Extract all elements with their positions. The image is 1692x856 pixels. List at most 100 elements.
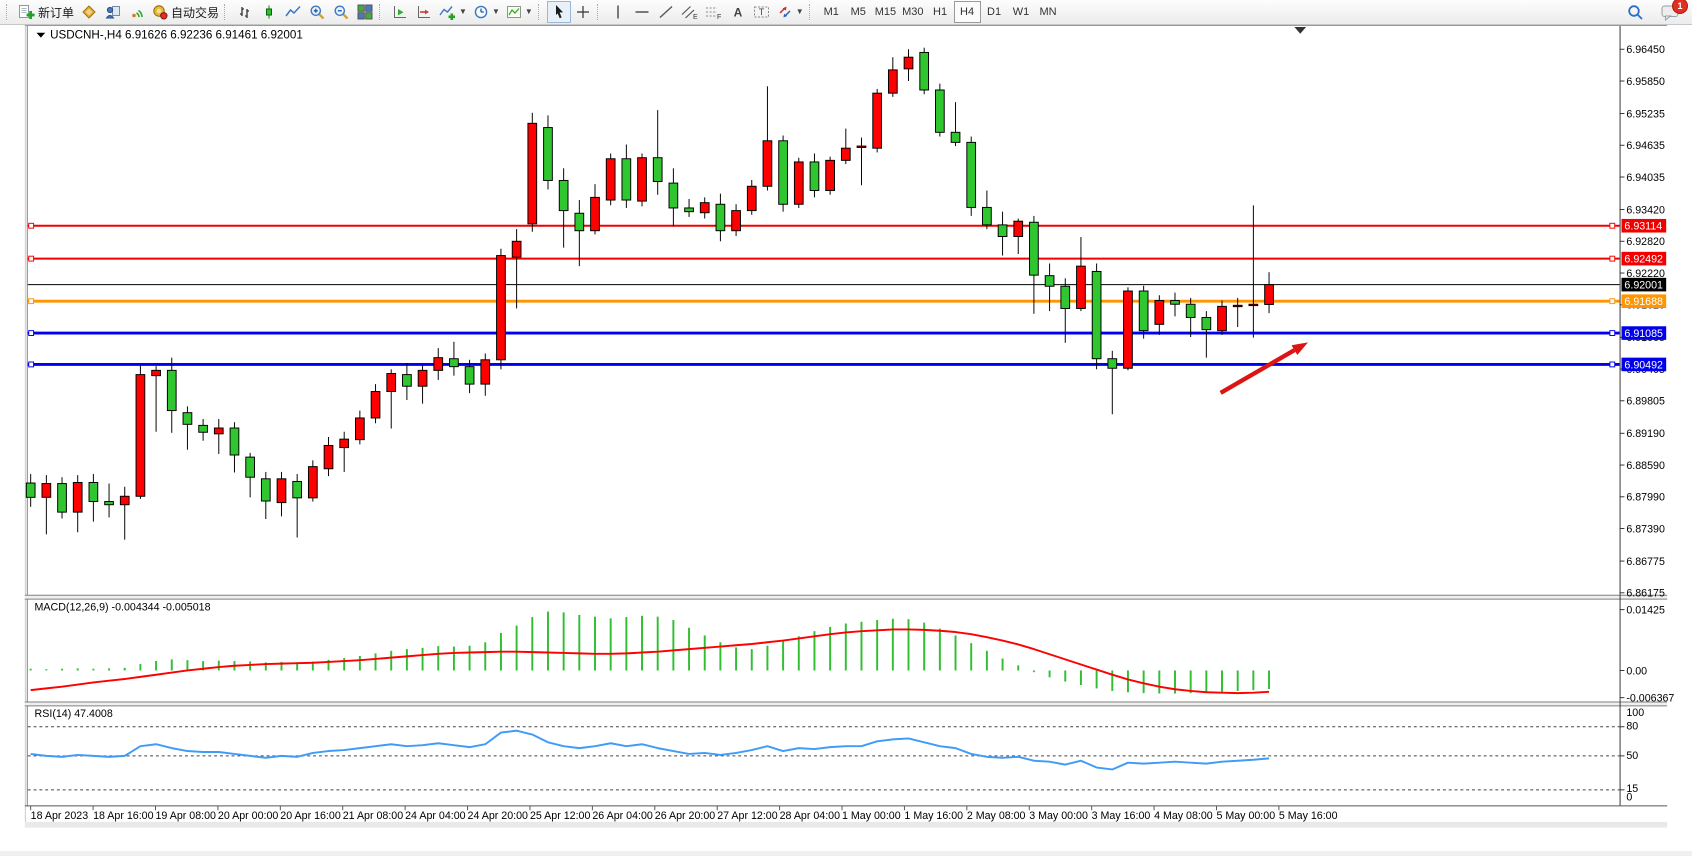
candle-body (527, 122, 538, 225)
candle-body (950, 131, 961, 143)
macd-scale-label: 0.01425 (1626, 604, 1665, 616)
trendline-tool-button[interactable] (654, 1, 678, 23)
signal-button[interactable] (125, 1, 149, 23)
macd-scale-label: 0.00 (1626, 665, 1647, 677)
chart-shift-button[interactable] (412, 1, 436, 23)
timeframe-m1-button[interactable]: M1 (818, 1, 845, 23)
candle-body (355, 417, 365, 441)
candle-body (72, 482, 83, 513)
bar-chart-button[interactable] (233, 1, 257, 23)
chart-title: USDCNH-,H4 6.91626 6.92236 6.91461 6.920… (36, 29, 303, 42)
candle-body (166, 369, 177, 412)
fibonacci-tool-button[interactable]: F (702, 1, 726, 23)
tile-windows-button[interactable] (353, 1, 377, 23)
timeframe-w1-button[interactable]: W1 (1008, 1, 1035, 23)
time-axis-label: 2 May 08:00 (967, 810, 1026, 822)
time-axis-label: 5 May 16:00 (1279, 810, 1338, 822)
arrow-shaft (1219, 348, 1296, 395)
crosshair-tool-button[interactable] (571, 1, 595, 23)
tile-windows-icon (357, 4, 373, 20)
cursor-tool-button[interactable] (546, 1, 571, 23)
shapes-tool-button[interactable]: ▼ (774, 1, 807, 23)
candle-body (1232, 304, 1243, 308)
time-axis-label: 18 Apr 16:00 (93, 810, 154, 822)
candle-body (715, 203, 726, 232)
gold-chart-button[interactable] (77, 1, 101, 23)
periods-button[interactable]: ▼ (470, 1, 503, 23)
candle-body (543, 127, 553, 181)
chat-button[interactable]: 1 (1661, 0, 1688, 21)
candle-body (872, 92, 883, 149)
chat-badge: 1 (1672, 0, 1688, 14)
candle-body (887, 69, 898, 94)
svg-text:T: T (759, 7, 765, 17)
equidistant-channel-icon: E (681, 6, 698, 20)
macd-pane: MACD(12,26,9) -0.004344 -0.005018 0.01425… (29, 601, 1674, 705)
zoom-in-button[interactable] (305, 1, 329, 23)
candle-body (402, 374, 412, 387)
time-axis-label: 28 Apr 04:00 (780, 810, 841, 822)
expert-advisor-button[interactable] (101, 1, 125, 23)
macd-signal-line (30, 628, 1270, 695)
chevron-down-icon: ▼ (491, 7, 500, 16)
chevron-down-icon: ▼ (459, 7, 467, 16)
vertical-line-tool-button[interactable] (606, 1, 630, 23)
auto-trading-button[interactable]: 自动交易 (149, 1, 222, 23)
timeframe-mn-button[interactable]: MN (1035, 1, 1062, 23)
candle-body (1138, 290, 1149, 332)
text-icon: A (733, 6, 742, 20)
rsi-scale-label: 100 (1626, 707, 1644, 719)
price-axis-tick-label: 6.86775 (1626, 556, 1665, 568)
candle-body (699, 202, 710, 214)
line-handle (1609, 330, 1616, 336)
line-chart-button[interactable] (281, 1, 305, 23)
timeframe-m5-button[interactable]: M5 (845, 1, 872, 23)
zoom-out-button[interactable] (329, 1, 353, 23)
candlestick-chart-button[interactable] (257, 1, 281, 23)
gold-icon (82, 5, 96, 19)
label-tool-button[interactable]: T (750, 1, 774, 23)
timeframe-m30-button[interactable]: M30 (899, 1, 926, 23)
timeframe-h1-button[interactable]: H1 (927, 1, 954, 23)
equidistant-channel-tool-button[interactable]: E (678, 1, 702, 23)
text-tool-button[interactable]: A (726, 1, 750, 23)
indicators-button[interactable]: ▼ (436, 1, 470, 23)
price-axis-tick-label: 6.92220 (1626, 268, 1665, 280)
auto-scroll-icon (394, 6, 407, 18)
templates-button[interactable]: ▼ (503, 1, 536, 23)
candle-body (840, 147, 851, 161)
periods-clock-icon (474, 5, 488, 19)
auto-scroll-button[interactable] (388, 1, 412, 23)
candle-body (260, 478, 271, 502)
new-order-button[interactable]: 新订单 (15, 1, 77, 23)
candle-body (793, 161, 804, 205)
candle-body (182, 412, 193, 425)
search-button[interactable] (1623, 1, 1647, 23)
time-axis-label: 24 Apr 20:00 (468, 810, 529, 822)
timeframe-h4-button[interactable]: H4 (953, 1, 981, 23)
chart-canvas[interactable]: 6.96450 6.95850 6.95235 6.94635 6.94035 6.934… (0, 25, 1692, 851)
time-axis-label: 25 Apr 12:00 (530, 810, 591, 822)
candle-body (229, 427, 240, 456)
candle-body (25, 482, 36, 498)
price-axis-tick-label: 6.88590 (1626, 460, 1665, 472)
timeframe-d1-button[interactable]: D1 (981, 1, 1008, 23)
price-axis-tick-label: 6.89805 (1626, 396, 1665, 408)
chart-shift-marker-icon (1294, 26, 1307, 34)
time-axis-label: 24 Apr 04:00 (405, 810, 466, 822)
shift-marker (1294, 26, 1307, 34)
rsi-label: RSI(14) 47.4008 (35, 708, 113, 720)
svg-text:F: F (717, 14, 721, 20)
line-chart-icon (285, 5, 301, 17)
svg-text:A: A (733, 6, 742, 20)
horizontal-line-tool-button[interactable] (630, 1, 654, 23)
candle-body (511, 240, 522, 258)
macd-scale-label: -0.006367 (1626, 693, 1674, 705)
timeframe-m15-button[interactable]: M15 (872, 1, 899, 23)
line-handle (1609, 361, 1616, 368)
toolbar-grip (224, 4, 229, 20)
candle-body (480, 359, 491, 385)
templates-icon (506, 6, 521, 18)
line-handle (1609, 222, 1616, 229)
price-axis-tick-label: 6.94035 (1626, 172, 1665, 184)
